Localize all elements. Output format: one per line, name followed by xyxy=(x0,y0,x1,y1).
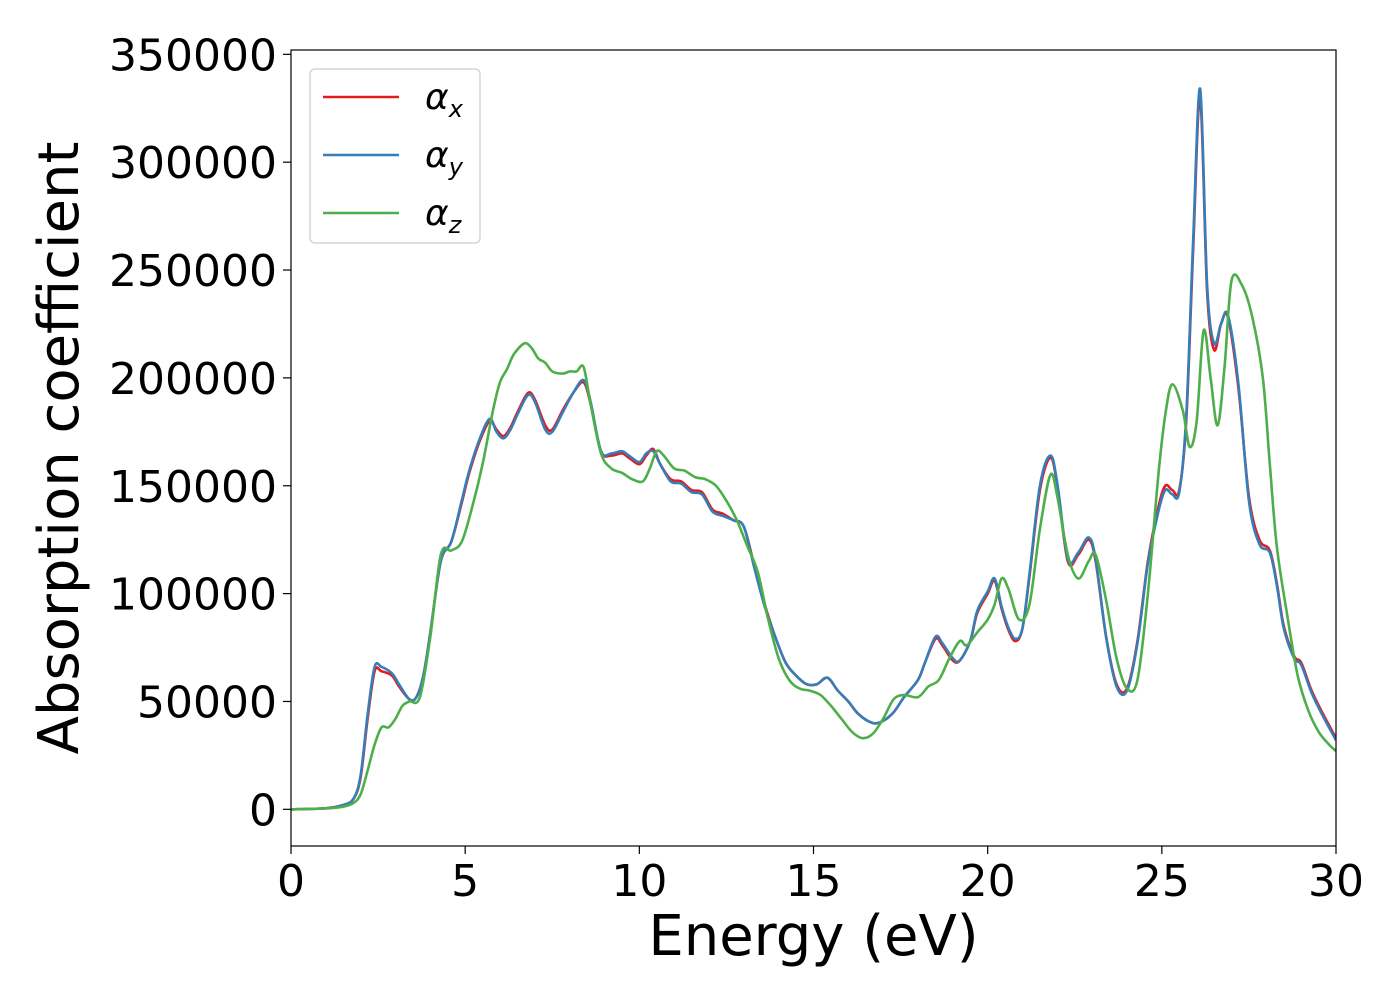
x-axis-label: Energy (eV) xyxy=(648,904,978,969)
y-axis: 0 50000 100000 150000 200000 250000 300000 3500… xyxy=(109,30,291,836)
series-line-z xyxy=(291,273,1336,811)
x-tick-label: 15 xyxy=(786,856,842,907)
legend-subscript: y xyxy=(448,153,464,181)
y-tick-label: 150000 xyxy=(109,462,277,513)
legend-symbol: α xyxy=(425,193,449,234)
legend-symbol: α xyxy=(425,135,449,176)
y-tick-label: 100000 xyxy=(109,570,277,621)
x-tick-label: 0 xyxy=(277,856,305,907)
x-tick-label: 30 xyxy=(1308,856,1364,907)
x-tick-label: 25 xyxy=(1134,856,1190,907)
y-tick-label: 50000 xyxy=(137,677,277,728)
series-line-y xyxy=(291,87,1336,811)
legend-subscript: x xyxy=(448,95,464,123)
series-layer xyxy=(291,87,1336,811)
y-tick-label: 250000 xyxy=(109,246,277,297)
y-axis-label: Absorption coefficient xyxy=(27,142,92,755)
y-tick-label: 0 xyxy=(249,785,277,836)
y-tick-label: 300000 xyxy=(109,138,277,189)
x-tick-label: 5 xyxy=(451,856,479,907)
legend-label-z: αz xyxy=(425,193,463,239)
x-tick-label: 20 xyxy=(960,856,1016,907)
legend-label-y: αy xyxy=(425,135,464,181)
y-tick-label: 200000 xyxy=(109,354,277,405)
x-tick-label: 10 xyxy=(611,856,667,907)
legend-symbol: α xyxy=(425,77,449,118)
y-tick-label: 350000 xyxy=(109,30,277,81)
x-axis: 0 5 10 15 20 25 30 xyxy=(277,846,1364,907)
legend-label-x: αx xyxy=(425,77,464,123)
legend-subscript: z xyxy=(448,211,463,239)
